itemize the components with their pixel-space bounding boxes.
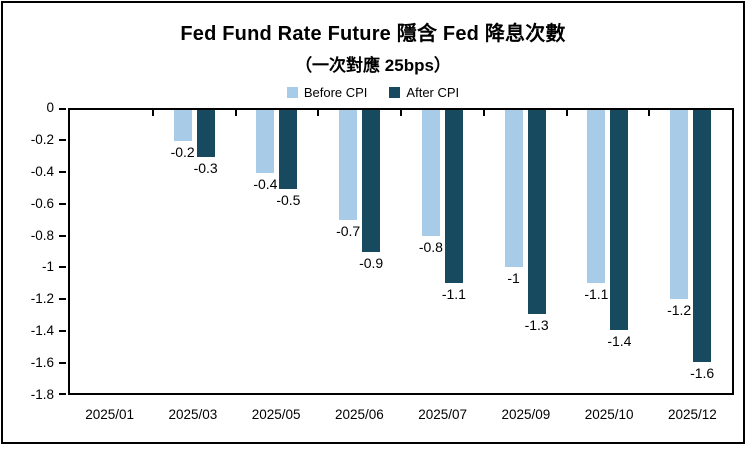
y-axis-tick xyxy=(59,138,66,141)
y-axis-tick xyxy=(59,393,66,395)
legend-item-before-cpi: Before CPI xyxy=(286,85,368,100)
y-axis-label: -1.2 xyxy=(30,291,54,307)
data-label: -0.9 xyxy=(359,254,384,271)
x-axis-label: 2025/01 xyxy=(85,407,135,422)
y-axis-label: -0.2 xyxy=(30,131,54,147)
data-label: -1.3 xyxy=(524,317,549,334)
data-label: -1.6 xyxy=(690,364,715,381)
bar-before-cpi xyxy=(421,110,440,236)
y-axis-label: -0.8 xyxy=(30,227,54,243)
chart-subtitle: （一次對應 25bps） xyxy=(295,56,451,75)
data-label: -0.7 xyxy=(336,223,361,240)
x-axis: 2025/01 2025/03 2025/05 2025/06 2025/07 2025/… xyxy=(68,405,734,425)
bar-after-cpi xyxy=(196,110,215,158)
data-label: -1.4 xyxy=(607,333,632,350)
chart-frame: Fed Fund Rate Future 隱含 Fed 降息次數 （一次對應 2… xyxy=(1,1,745,444)
category-tick xyxy=(151,110,154,116)
y-axis-tick xyxy=(59,170,66,173)
bar-before-cpi xyxy=(256,110,275,173)
data-label: -0.3 xyxy=(193,160,218,177)
y-axis-label: -1.4 xyxy=(30,323,54,339)
legend: Before CPI After CPI xyxy=(3,85,743,100)
x-axis-label: 2025/07 xyxy=(418,407,468,422)
y-axis-tick xyxy=(59,298,66,301)
data-label: -0.8 xyxy=(418,238,443,255)
data-label: -1.1 xyxy=(441,285,466,302)
category-tick xyxy=(400,110,402,116)
y-axis-label: -1.8 xyxy=(30,387,54,402)
x-axis-label: 2025/10 xyxy=(584,407,634,422)
y-axis-label: -0.4 xyxy=(30,163,54,179)
data-label: -1.2 xyxy=(667,301,692,318)
y-axis-tick xyxy=(59,108,66,110)
bar-before-cpi xyxy=(339,110,358,221)
y-axis: 0 -0.2 -0.4 -0.6 -0.8 -1 -1.2 -1.4 -1.6 -1.8 xyxy=(3,100,68,402)
bar-after-cpi xyxy=(362,110,381,252)
x-axis-label: 2025/06 xyxy=(334,407,384,422)
y-axis-label: -1 xyxy=(41,259,54,275)
data-label: -1 xyxy=(507,270,520,287)
data-label: -0.4 xyxy=(253,175,278,192)
category-tick xyxy=(234,110,237,116)
x-axis-label: 2025/03 xyxy=(168,407,218,422)
bar-after-cpi xyxy=(279,110,298,189)
plot-area: -0.2 -0.3 -0.4 -0.5 -0.7 -0.9 -0.8 -1.1 -1 -1.3 -1… xyxy=(68,108,734,395)
y-axis-tick xyxy=(59,234,66,237)
y-axis-tick xyxy=(59,266,66,269)
y-axis-tick xyxy=(59,330,66,333)
y-axis-tick xyxy=(59,362,66,365)
x-axis-label: 2025/12 xyxy=(667,407,717,422)
bar-before-cpi xyxy=(670,110,689,299)
bar-after-cpi xyxy=(693,110,712,362)
legend-item-after-cpi: After CPI xyxy=(389,85,459,100)
legend-label-after-cpi: After CPI xyxy=(406,85,460,100)
bar-before-cpi xyxy=(587,110,606,283)
bar-after-cpi xyxy=(527,110,546,315)
category-tick xyxy=(648,110,651,116)
y-axis-label: -0.6 xyxy=(30,195,54,211)
category-tick xyxy=(565,110,568,116)
category-tick xyxy=(317,110,320,116)
bar-before-cpi xyxy=(173,110,192,142)
y-axis-label: 0 xyxy=(46,100,54,115)
legend-label-before-cpi: Before CPI xyxy=(303,85,368,100)
after-cpi-swatch-icon xyxy=(389,87,401,98)
before-cpi-swatch-icon xyxy=(286,87,298,98)
bar-after-cpi xyxy=(444,110,463,283)
data-label: -1.1 xyxy=(584,285,609,302)
x-axis-label: 2025/09 xyxy=(501,407,551,422)
y-axis-tick xyxy=(59,202,66,205)
bar-before-cpi xyxy=(504,110,523,268)
data-label: -0.2 xyxy=(170,144,195,161)
chart-title: Fed Fund Rate Future 隱含 Fed 降息次數 xyxy=(180,23,566,45)
x-axis-label: 2025/05 xyxy=(251,407,301,422)
y-axis-label: -1.6 xyxy=(30,355,54,371)
category-tick xyxy=(482,110,485,116)
data-label: -0.5 xyxy=(276,191,301,208)
bar-after-cpi xyxy=(610,110,629,331)
